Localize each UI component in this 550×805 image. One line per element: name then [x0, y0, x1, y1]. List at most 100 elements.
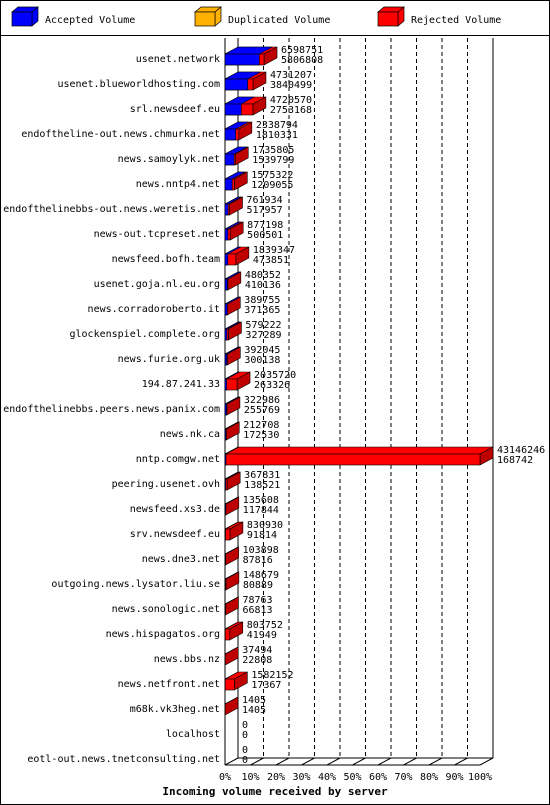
value-label-accepted: 1810331	[256, 130, 298, 141]
value-label-accepted: 66813	[242, 605, 272, 616]
value-label-total: 78763	[242, 595, 272, 606]
bar-accepted-front	[224, 53, 260, 66]
bar-total-shade	[480, 447, 493, 465]
bar-total-shade	[252, 97, 266, 115]
bar-accepted	[224, 396, 240, 416]
value-label-accepted: 1539799	[252, 155, 294, 166]
value-label-total: 392045	[244, 345, 280, 356]
y-tick-label: newsfeed.xs3.de	[130, 504, 220, 515]
value-label-accepted: 5806808	[281, 55, 323, 66]
x-tick	[250, 757, 264, 766]
bar-accepted	[224, 221, 242, 241]
value-label-accepted: 371365	[244, 305, 280, 316]
bar-accepted-front	[224, 328, 228, 341]
bar-accepted	[224, 471, 239, 491]
x-tick-label: 90%	[445, 772, 463, 783]
value-label-total: 761934	[247, 195, 283, 206]
x-tick-label: 20%	[267, 772, 285, 783]
y-tick-label: glockenspiel.complete.org	[69, 329, 220, 340]
bar-total-shade	[234, 672, 248, 690]
y-tick-label: peering.usenet.ovh	[112, 479, 220, 490]
value-label-total: 2035720	[254, 370, 296, 381]
bar-accepted	[224, 596, 239, 616]
value-label-total: 4720570	[270, 95, 312, 106]
value-label-accepted: 0	[242, 730, 248, 741]
y-tick-label: m68k.vk3heg.net	[130, 704, 220, 715]
bar-total-shade	[234, 172, 248, 190]
bar-accepted	[224, 646, 239, 666]
bar-accepted	[224, 421, 240, 441]
x-tick	[454, 757, 468, 766]
value-label-accepted: 263326	[254, 380, 290, 391]
bar-accepted-front	[224, 453, 227, 466]
legend-swatch	[377, 11, 399, 27]
bar-accepted	[224, 521, 239, 541]
bar-total-shade	[225, 647, 239, 665]
value-label-accepted: 2753168	[270, 105, 312, 116]
bar-total-shade	[227, 272, 241, 290]
value-label-total: 877198	[247, 220, 283, 231]
y-tick-label: localhost	[166, 729, 220, 740]
bar-total-front	[224, 678, 235, 691]
value-label-total: 480352	[245, 270, 281, 281]
y-tick-label: news.samoylyk.net	[118, 154, 220, 165]
x-tick	[377, 757, 392, 766]
y-tick-label: news.dne3.net	[142, 554, 220, 565]
value-label-accepted: 117844	[243, 505, 279, 516]
bar-total-front	[224, 628, 231, 641]
bar-accepted	[224, 96, 255, 116]
y-tick-label: endofthelinebbs-out.news.weretis.net	[3, 204, 220, 215]
value-label-accepted: 0	[242, 755, 248, 766]
bar-total-shade	[229, 622, 243, 640]
value-label-accepted: 410136	[245, 280, 281, 291]
y-tick-label: srv.newsdeef.eu	[130, 529, 220, 540]
bar-total-shade	[226, 422, 240, 440]
bar-accepted	[224, 546, 239, 566]
value-label-accepted: 138521	[244, 480, 280, 491]
y-tick-label: news-out.tcpreset.net	[94, 229, 220, 240]
bar-total-shade	[229, 522, 243, 540]
bar-accepted-front	[224, 203, 229, 216]
bar-accepted	[224, 346, 240, 366]
bar-accepted-front	[224, 303, 228, 316]
y-tick-label: 194.87.241.33	[142, 379, 220, 390]
y-tick-label: news.nk.ca	[160, 429, 220, 440]
x-tick-label: 100%	[468, 772, 492, 783]
x-tick	[224, 757, 239, 766]
bar-total-top	[224, 446, 494, 455]
value-label-accepted: 1405	[242, 705, 266, 716]
value-label-total: 322986	[244, 395, 280, 406]
y-tick-label: newsfeed.bofh.team	[112, 254, 220, 265]
bar-accepted-front	[224, 278, 228, 291]
y-tick-label: srl.newsdeef.eu	[130, 104, 220, 115]
value-label-total: 579222	[245, 320, 281, 331]
x-tick-label: 10%	[241, 772, 259, 783]
bar-accepted	[224, 496, 239, 516]
bar-total-shade	[225, 497, 239, 515]
bar-total-shade	[235, 247, 249, 265]
bar-total-shade	[252, 72, 266, 90]
bar-accepted-front	[224, 478, 227, 491]
value-label-accepted: 500501	[247, 230, 283, 241]
bar-accepted	[224, 621, 239, 641]
value-label-total: 0	[242, 745, 248, 756]
bar-accepted	[224, 571, 239, 591]
bar-accepted	[224, 246, 241, 266]
x-tick	[403, 757, 417, 766]
legend-label: Duplicated Volume	[228, 15, 330, 26]
bar-accepted-front	[224, 353, 228, 366]
x-tick-label: 70%	[394, 772, 412, 783]
legend-label: Rejected Volume	[411, 15, 501, 26]
y-tick-label: usenet.goja.nl.eu.org	[94, 279, 220, 290]
bar-total-front	[224, 453, 481, 466]
value-label-total: 1582152	[251, 670, 293, 681]
bar-accepted-front	[224, 503, 226, 516]
x-tick-label: 80%	[420, 772, 438, 783]
value-label-total: 0	[242, 720, 248, 731]
bar-accepted	[224, 371, 240, 391]
y-tick-label: eotl-out.news.tnetconsulting.net	[27, 754, 220, 765]
bar-total-shade	[235, 147, 249, 165]
x-tick-label: 30%	[292, 772, 310, 783]
y-tick-label: endofthelinebbs.peers.news.panix.com	[3, 404, 220, 415]
bar-total-shade	[227, 297, 241, 315]
